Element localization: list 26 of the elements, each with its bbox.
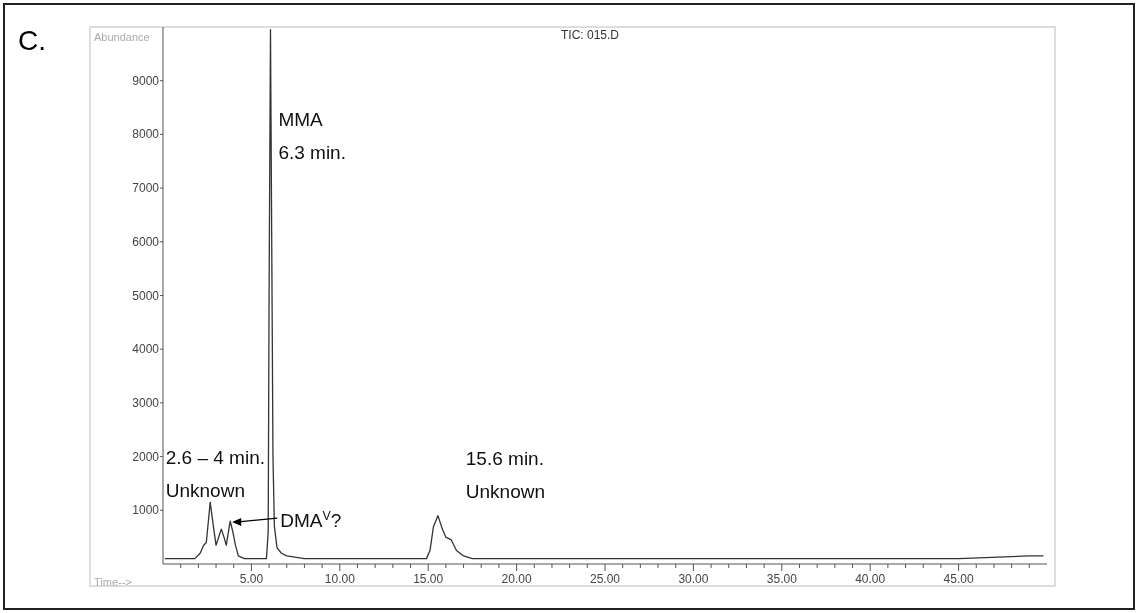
annotation: 2.6 – 4 min. Unknown — [165, 447, 266, 502]
x-tick-label: 35.00 — [766, 572, 798, 586]
x-tick-label: 30.00 — [678, 572, 709, 586]
x-tick-label: 20.00 — [501, 572, 532, 586]
text: C. — [18, 25, 46, 56]
x-tick-label: 5.00 — [239, 572, 264, 586]
y-tick-label: 3000 — [132, 395, 160, 410]
y-tick-label: 9000 — [132, 73, 160, 88]
y-axis-title: Abundance — [94, 31, 150, 43]
y-tick-label: 5000 — [132, 288, 160, 303]
annotation: 15.6 min. Unknown — [465, 447, 546, 502]
x-tick-label: 25.00 — [589, 572, 621, 586]
x-axis-title: Time--> — [94, 576, 132, 588]
y-tick-label: 1000 — [132, 503, 160, 518]
y-tick-label: 2000 — [132, 449, 160, 464]
y-tick-label: 6000 — [132, 234, 160, 249]
x-tick-label: 15.00 — [413, 572, 444, 586]
x-tick-label: 10.00 — [324, 572, 356, 586]
y-tick-label: 4000 — [132, 342, 160, 357]
x-tick-label: 40.00 — [855, 572, 886, 586]
chart-title: TIC: 015.D — [560, 28, 620, 42]
y-tick-label: 7000 — [132, 181, 160, 196]
annotation: DMA$^{V}$? — [280, 509, 342, 532]
annotation: MMA 6.3 min. — [278, 109, 346, 164]
y-tick-label: 8000 — [132, 127, 160, 142]
x-tick-label: 45.00 — [943, 572, 974, 586]
